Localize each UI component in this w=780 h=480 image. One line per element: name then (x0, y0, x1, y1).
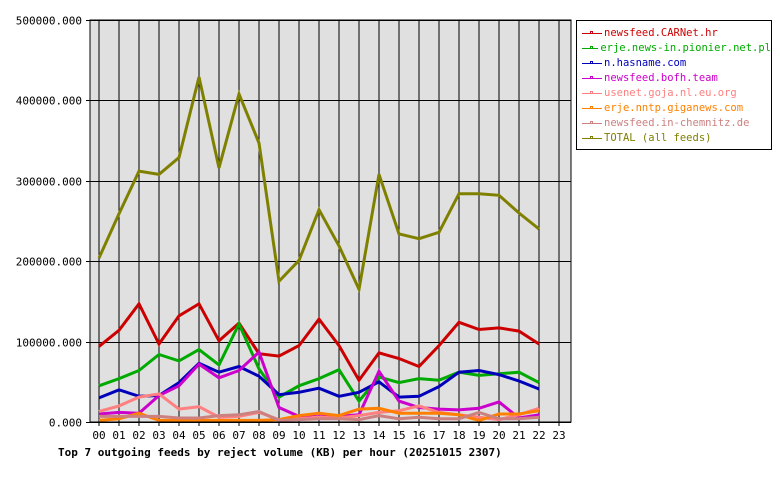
legend-swatch-icon (582, 28, 602, 38)
x-axis-ticks: 00 01 02 03 04 05 06 07 08 09 10 11 12 13 14 15 16 17 18 19… (92, 422, 566, 442)
legend-swatch-icon (582, 43, 599, 53)
legend-item: usenet.goja.nl.eu.org (577, 85, 771, 100)
legend-item: newsfeed.bofh.team (577, 70, 771, 85)
x-tick-label: 00 (92, 429, 105, 442)
legend-label: erje.news-in.pionier.net.pl (600, 41, 771, 54)
legend-label: n.hasname.com (604, 56, 687, 69)
x-tick-label: 09 (272, 429, 285, 442)
plot-area (90, 20, 571, 422)
legend-swatch-icon (582, 133, 602, 143)
x-tick-label: 16 (412, 429, 425, 442)
x-tick-label: 04 (172, 429, 186, 442)
x-tick-label: 11 (312, 429, 325, 442)
legend-swatch-icon (582, 73, 602, 83)
x-tick-label: 12 (332, 429, 345, 442)
legend: newsfeed.CARNet.hr erje.news-in.pionier.n… (576, 20, 772, 150)
x-tick-label: 17 (432, 429, 445, 442)
x-tick-label: 02 (132, 429, 145, 442)
y-tick-label: 100000.000 (16, 337, 82, 350)
legend-label: erje.nntp.giganews.com (604, 101, 744, 114)
legend-swatch-icon (582, 103, 602, 113)
x-tick-label: 20 (492, 429, 505, 442)
x-tick-label: 19 (472, 429, 485, 442)
y-tick-label: 300000.000 (16, 176, 82, 189)
series-line-0 (98, 300, 540, 383)
legend-swatch-icon (582, 58, 602, 68)
legend-label: newsfeed.in-chemnitz.de (604, 116, 750, 129)
x-tick-label: 07 (232, 429, 245, 442)
x-tick-label: 15 (392, 429, 405, 442)
y-tick-label: 0.000 (49, 417, 82, 430)
x-tick-label: 13 (352, 429, 365, 442)
series-line-6 (99, 409, 540, 422)
legend-item: erje.news-in.pionier.net.pl (577, 40, 771, 55)
y-tick-label: 200000.000 (16, 256, 82, 269)
x-tick-label: 03 (152, 429, 165, 442)
x-tick-label: 14 (372, 429, 386, 442)
y-axis-ticks: 0.000 100000.000 200000.000 300000.000 40000… (16, 15, 82, 430)
x-tick-label: 01 (112, 429, 125, 442)
series-line-2 (98, 361, 540, 400)
x-tick-label: 06 (212, 429, 225, 442)
x-tick-label: 10 (292, 429, 305, 442)
legend-label: newsfeed.bofh.team (604, 71, 718, 84)
legend-label: newsfeed.CARNet.hr (604, 26, 718, 39)
x-tick-label: 05 (192, 429, 205, 442)
x-tick-label: 21 (512, 429, 525, 442)
x-tick-label: 22 (532, 429, 545, 442)
x-tick-label: 18 (452, 429, 465, 442)
chart-title: Top 7 outgoing feeds by reject volume (K… (58, 446, 502, 459)
x-tick-label: 08 (252, 429, 265, 442)
series-lines (97, 76, 540, 422)
legend-item: newsfeed.in-chemnitz.de (577, 115, 771, 130)
plot-border (89, 19, 572, 423)
x-tick-label: 23 (552, 429, 565, 442)
y-tick-label: 400000.000 (16, 95, 82, 108)
gridlines (86, 20, 571, 423)
legend-swatch-icon (582, 118, 602, 128)
series-line-1 (98, 320, 540, 404)
legend-item: erje.nntp.giganews.com (577, 100, 771, 115)
legend-swatch-icon (582, 88, 602, 98)
legend-item: newsfeed.CARNet.hr (577, 25, 771, 40)
legend-label: usenet.goja.nl.eu.org (604, 86, 737, 99)
legend-label: TOTAL (all feeds) (604, 131, 712, 144)
y-tick-label: 500000.000 (16, 15, 82, 28)
legend-item: TOTAL (all feeds) (577, 130, 771, 145)
legend-item: n.hasname.com (577, 55, 771, 70)
series-line-7 (97, 76, 540, 295)
